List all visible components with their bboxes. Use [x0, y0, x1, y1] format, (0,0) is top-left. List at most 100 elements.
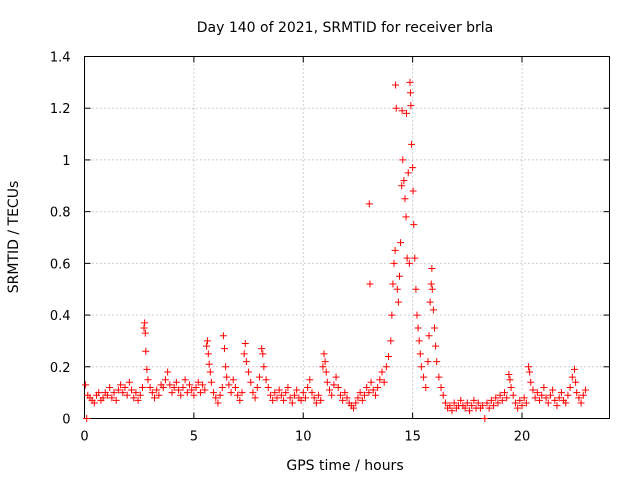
data-point — [99, 394, 107, 402]
data-point — [511, 399, 519, 407]
data-point — [181, 376, 189, 384]
data-point — [125, 378, 133, 386]
data-point — [222, 363, 230, 371]
data-point — [413, 311, 421, 319]
data-point — [544, 399, 552, 407]
data-point — [223, 373, 231, 381]
data-point — [144, 376, 152, 384]
data-point — [527, 378, 535, 386]
data-point — [199, 381, 207, 389]
data-point — [358, 396, 366, 404]
chart-title: Day 140 of 2021, SRMTID for receiver brl… — [197, 20, 494, 36]
data-point — [506, 376, 514, 384]
data-point — [177, 391, 185, 399]
data-point — [441, 399, 449, 407]
data-point — [336, 391, 344, 399]
data-point — [225, 381, 233, 389]
data-point — [536, 396, 543, 404]
data-point — [117, 381, 125, 389]
data-point — [414, 324, 422, 332]
axis-ticks: 0 0.2 0.4 0.6 0.8 1 1.2 1.4 0 5 10 15 20 — [50, 51, 610, 445]
data-point — [411, 254, 419, 262]
y-tick-label: 0.8 — [50, 206, 71, 221]
data-point — [240, 350, 248, 358]
data-point — [192, 383, 200, 391]
data-point — [577, 399, 585, 407]
data-point — [398, 107, 406, 115]
data-point — [190, 391, 198, 399]
data-point — [151, 394, 158, 402]
data-point — [328, 391, 336, 399]
data-point — [354, 394, 362, 402]
data-point — [269, 396, 277, 404]
data-point — [531, 394, 539, 402]
data-point — [320, 350, 328, 358]
data-point — [245, 368, 253, 376]
data-point — [403, 254, 411, 262]
data-point — [498, 396, 506, 404]
data-point — [501, 389, 508, 397]
data-point — [352, 399, 360, 407]
data-point — [204, 350, 212, 358]
data-point — [334, 383, 342, 391]
data-point — [406, 89, 414, 97]
data-point — [483, 399, 491, 407]
data-point — [466, 407, 473, 415]
data-point — [306, 376, 314, 384]
data-point — [509, 391, 517, 399]
data-point — [549, 386, 557, 394]
data-point — [201, 386, 209, 394]
data-point — [415, 337, 423, 345]
data-point — [391, 246, 399, 254]
data-point — [315, 391, 323, 399]
data-point — [312, 399, 320, 407]
data-point — [275, 386, 283, 394]
data-point — [403, 109, 410, 117]
data-point — [380, 378, 388, 386]
data-point — [271, 389, 279, 397]
data-point — [425, 332, 433, 340]
data-point — [505, 371, 513, 379]
data-point — [435, 373, 443, 381]
data-point — [321, 358, 329, 366]
data-point — [426, 298, 434, 306]
data-point — [356, 389, 364, 397]
data-points — [82, 78, 589, 422]
data-point — [301, 394, 309, 402]
y-axis-label: SRMTID / TECUs — [6, 181, 22, 294]
data-point — [562, 399, 570, 407]
data-point — [238, 389, 246, 397]
data-point — [492, 394, 500, 402]
data-point — [401, 195, 409, 203]
data-point — [95, 389, 103, 397]
data-point — [400, 177, 408, 185]
data-point — [490, 402, 498, 410]
y-tick-label: 1.2 — [50, 102, 71, 117]
data-point — [378, 368, 386, 376]
data-point — [106, 383, 114, 391]
data-point — [112, 396, 120, 404]
data-point — [579, 391, 587, 399]
data-point — [299, 389, 307, 397]
y-tick-label: 0.4 — [50, 309, 71, 324]
data-point — [457, 396, 465, 404]
data-point — [450, 399, 458, 407]
data-point — [273, 394, 281, 402]
data-point — [503, 394, 511, 402]
data-point — [188, 386, 196, 394]
data-point — [166, 381, 174, 389]
data-point — [210, 389, 218, 397]
data-point — [242, 358, 250, 366]
data-point — [155, 391, 163, 399]
data-point — [433, 358, 441, 366]
data-point — [266, 391, 274, 399]
data-point — [258, 345, 266, 353]
data-point — [424, 358, 432, 366]
data-point — [186, 381, 193, 389]
y-tick-label: 0.2 — [50, 361, 71, 376]
data-point — [260, 363, 268, 371]
data-point — [428, 285, 436, 293]
data-point — [136, 391, 144, 399]
data-point — [481, 415, 489, 422]
